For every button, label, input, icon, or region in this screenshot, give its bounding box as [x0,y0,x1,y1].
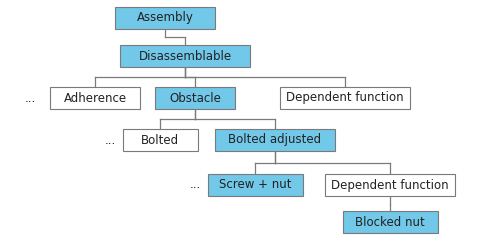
FancyBboxPatch shape [342,211,438,233]
Text: Screw + nut: Screw + nut [219,179,291,191]
FancyBboxPatch shape [50,87,140,109]
FancyBboxPatch shape [122,129,198,151]
Text: ...: ... [24,92,36,104]
Text: Adherence: Adherence [64,92,126,104]
Text: Bolted adjusted: Bolted adjusted [228,133,322,147]
Text: Obstacle: Obstacle [169,92,221,104]
Text: Bolted: Bolted [141,133,179,147]
Text: Dependent function: Dependent function [286,92,404,104]
FancyBboxPatch shape [208,174,302,196]
FancyBboxPatch shape [280,87,410,109]
FancyBboxPatch shape [155,87,235,109]
Text: ...: ... [104,133,116,147]
Text: ...: ... [190,179,200,191]
FancyBboxPatch shape [120,45,250,67]
FancyBboxPatch shape [325,174,455,196]
Text: Disassemblable: Disassemblable [138,50,232,62]
FancyBboxPatch shape [215,129,335,151]
FancyBboxPatch shape [115,7,215,29]
Text: Dependent function: Dependent function [331,179,449,191]
Text: Blocked nut: Blocked nut [355,216,425,228]
Text: Assembly: Assembly [136,11,194,25]
